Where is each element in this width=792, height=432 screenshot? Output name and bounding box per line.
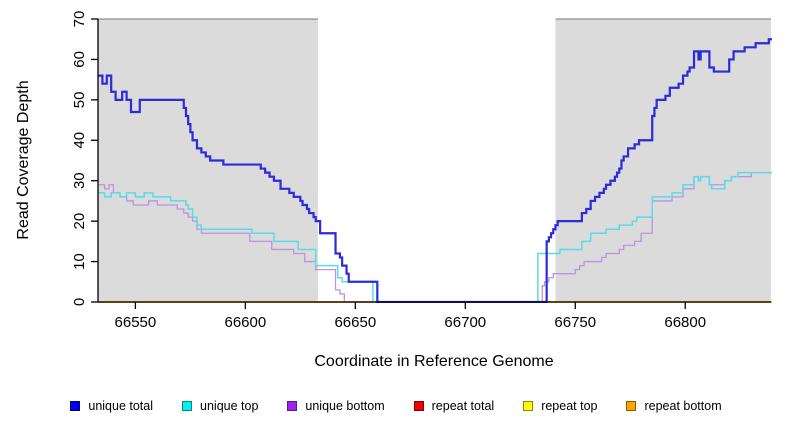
- legend-label: repeat bottom: [644, 399, 722, 413]
- legend-item-repeat-total: repeat total: [413, 399, 495, 413]
- y-tick-label: 10: [71, 253, 88, 270]
- legend-swatch-icon: [413, 401, 424, 411]
- legend-swatch-icon: [523, 401, 534, 411]
- y-tick-label: 60: [71, 51, 88, 68]
- legend: unique total unique top unique bottom repea…: [0, 399, 792, 413]
- y-tick-label: 20: [71, 213, 88, 230]
- repeat-region-shading: [98, 18, 771, 302]
- x-tick-label: 66650: [334, 314, 376, 331]
- x-tick-label: 66800: [664, 314, 706, 331]
- y-tick-label: 30: [71, 172, 88, 189]
- legend-item-unique-total: unique total: [70, 399, 153, 413]
- x-tick-label: 66750: [554, 314, 596, 331]
- y-axis-title: Read Coverage Depth: [15, 80, 32, 239]
- coverage-plot-svg: 66550 66600 66650 66700 66750 66800 0 10 20 30 40 5…: [15, 11, 772, 370]
- x-tick-label: 66600: [224, 314, 266, 331]
- x-tick-label: 66550: [115, 314, 157, 331]
- x-tick-label: 66700: [444, 314, 486, 331]
- legend-label: unique total: [88, 399, 154, 413]
- shaded-region: [555, 19, 771, 302]
- legend-label: unique bottom: [305, 399, 385, 413]
- legend-label: unique top: [200, 399, 259, 413]
- legend-swatch-icon: [182, 401, 193, 411]
- legend-item-repeat-top: repeat top: [523, 399, 597, 413]
- y-tick-label: 50: [71, 92, 88, 109]
- x-axis-title: Coordinate in Reference Genome: [314, 353, 553, 370]
- legend-item-unique-top: unique top: [182, 399, 258, 413]
- legend-item-repeat-bottom: repeat bottom: [626, 399, 722, 413]
- series-line-unique-total: [98, 38, 772, 303]
- shaded-region: [98, 19, 318, 302]
- legend-swatch-icon: [626, 401, 637, 411]
- legend-label: repeat total: [431, 399, 495, 413]
- legend-label: repeat top: [541, 399, 598, 413]
- legend-swatch-icon: [70, 401, 81, 411]
- y-tick-label: 70: [71, 11, 88, 28]
- axes: 66550 66600 66650 66700 66750 66800 0 10 20 30 40 5…: [71, 11, 771, 331]
- y-tick-label: 40: [71, 132, 88, 149]
- y-tick-label: 0: [71, 298, 88, 306]
- legend-swatch-icon: [287, 401, 298, 411]
- legend-item-unique-bottom: unique bottom: [287, 399, 385, 413]
